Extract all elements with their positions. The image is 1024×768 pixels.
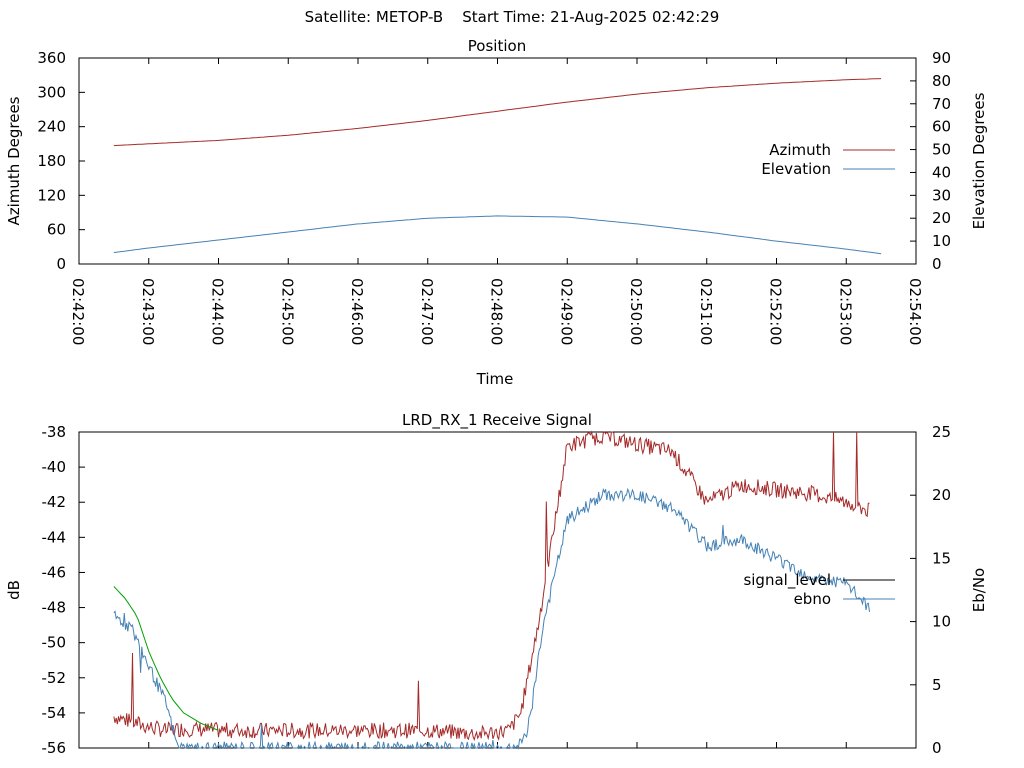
signal-y-axis-label: dB	[5, 580, 23, 600]
legend-label: ebno	[794, 590, 831, 608]
y-tick-label: -42	[42, 493, 67, 511]
y2-tick-label: 90	[932, 49, 951, 67]
legend-label: Azimuth	[769, 141, 831, 159]
y-tick-label: -44	[42, 528, 67, 546]
y2-tick-label: 15	[932, 549, 951, 567]
x-tick-label: 02:45:00	[278, 278, 296, 345]
y-tick-label: -56	[42, 739, 67, 757]
series-line-signal_level_high	[113, 586, 219, 731]
legend-label: Elevation	[761, 160, 831, 178]
x-tick-label: 02:46:00	[348, 278, 366, 345]
y-tick-label: -50	[42, 634, 67, 652]
position-series	[113, 78, 882, 255]
y2-tick-label: 70	[932, 95, 951, 113]
x-tick-label: 02:48:00	[488, 278, 506, 345]
y2-tick-label: 10	[932, 232, 951, 250]
y2-tick-label: 20	[932, 209, 951, 227]
y-tick-label: 120	[37, 186, 66, 204]
signal-chart: LRD_RX_1 Receive Signal dB Eb/No -56-54-…	[5, 411, 988, 757]
x-tick-label: 02:50:00	[627, 278, 645, 345]
position-y2-ticks: 0 10 20 30 40 50 60 70 80 90	[910, 49, 951, 273]
position-x-axis-label: Time	[476, 370, 514, 388]
y2-tick-label: 0	[932, 255, 942, 273]
signal-chart-title: LRD_RX_1 Receive Signal	[402, 411, 592, 430]
x-tick-label: 02:53:00	[836, 278, 854, 345]
x-tick-label: 02:44:00	[209, 278, 227, 345]
x-tick-label: 02:47:00	[418, 278, 436, 345]
y-tick-label: 0	[56, 255, 66, 273]
position-y-axis-label: Azimuth Degrees	[5, 96, 23, 225]
y-tick-label: 360	[37, 49, 66, 67]
y-tick-label: -40	[42, 458, 67, 476]
y-tick-label: -38	[42, 423, 67, 441]
signal-y-ticks: -56 -54 -52 -50 -48 -46 -44 -42 -40 -38	[42, 423, 85, 757]
y-tick-label: -54	[42, 704, 67, 722]
y2-tick-label: 50	[932, 141, 951, 159]
y-tick-label: -48	[42, 599, 67, 617]
y2-tick-label: 60	[932, 118, 951, 136]
y2-tick-label: 5	[932, 676, 942, 694]
x-tick-label: 02:42:00	[69, 278, 87, 345]
y2-tick-label: 80	[932, 72, 951, 90]
y-tick-label: 300	[37, 83, 66, 101]
signal-plot-frame	[78, 431, 917, 749]
y2-tick-label: 20	[932, 486, 951, 504]
position-y-ticks: 0 60 120 180 240 300 360	[37, 49, 85, 273]
y2-tick-label: 30	[932, 186, 951, 204]
x-tick-label: 02:51:00	[697, 278, 715, 345]
series-line-Azimuth	[113, 78, 882, 147]
position-chart-title: Position	[468, 37, 526, 55]
signal-series	[113, 430, 870, 750]
y2-tick-label: 25	[932, 423, 951, 441]
y2-tick-label: 40	[932, 163, 951, 181]
position-chart: Position Azimuth Degrees Elevation Degre…	[5, 37, 988, 388]
x-tick-label: 02:54:00	[906, 278, 924, 345]
y-tick-label: -46	[42, 563, 67, 581]
x-tick-label: 02:52:00	[767, 278, 785, 345]
x-tick-label: 02:49:00	[557, 278, 575, 345]
series-line-Elevation	[113, 215, 882, 255]
legend-label: signal_level	[743, 571, 831, 590]
series-line-ebno	[113, 487, 870, 750]
page-title: Satellite: METOP-B Start Time: 21-Aug-20…	[305, 8, 720, 26]
y-tick-label: 60	[47, 221, 66, 239]
y-tick-label: -52	[42, 669, 67, 687]
y2-tick-label: 0	[932, 739, 942, 757]
y-tick-label: 240	[37, 118, 66, 136]
signal-y2-ticks: 0 5 10 15 20 25	[910, 423, 951, 757]
series-line-signal_level	[113, 430, 870, 742]
y2-tick-label: 10	[932, 613, 951, 631]
signal-y2-axis-label: Eb/No	[970, 568, 988, 612]
x-tick-label: 02:43:00	[139, 278, 157, 345]
position-x-ticks: 02:42:00 02:43:00 02:44:00 02:45:00 02:46:00…	[69, 58, 924, 345]
y-tick-label: 180	[37, 152, 66, 170]
position-y2-axis-label: Elevation Degrees	[970, 92, 988, 229]
